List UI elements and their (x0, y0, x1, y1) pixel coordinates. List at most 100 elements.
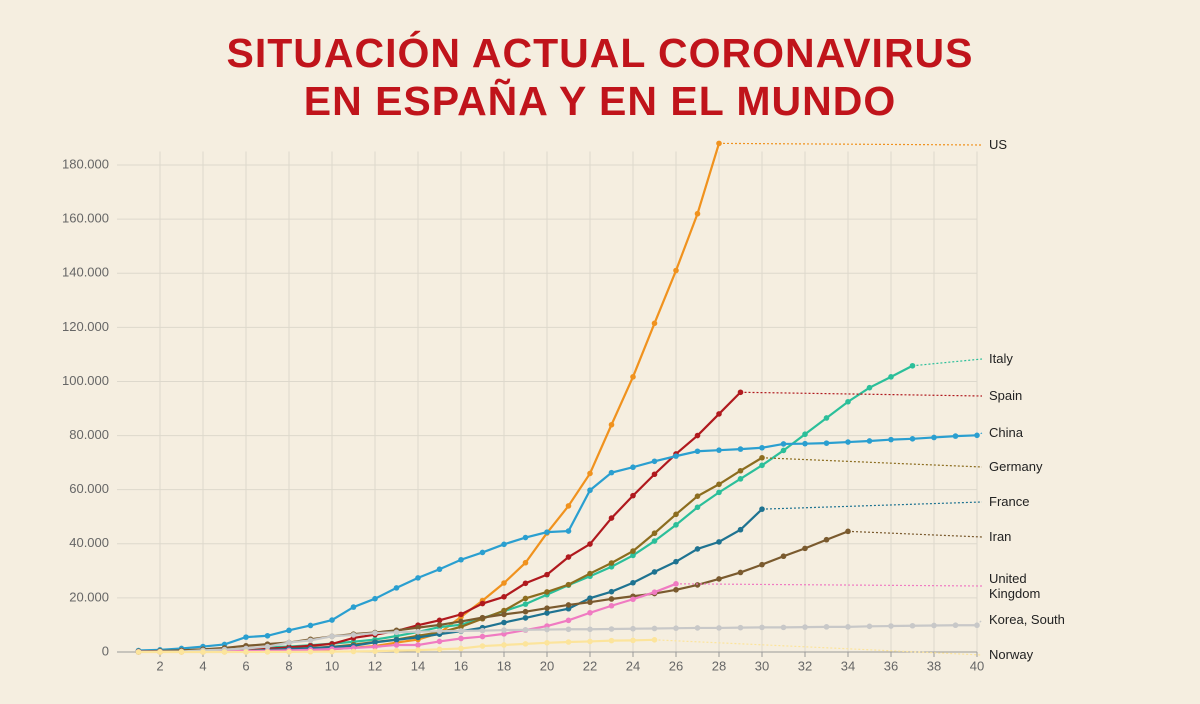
data-point (565, 639, 572, 645)
data-point (845, 439, 851, 445)
data-point (264, 649, 271, 655)
data-point (823, 440, 830, 446)
data-point (673, 453, 679, 459)
data-point (759, 444, 765, 451)
data-point (651, 471, 658, 478)
leader-line (761, 457, 983, 468)
leader-line (718, 142, 983, 146)
data-point (673, 586, 679, 593)
data-point (415, 642, 421, 648)
data-point (608, 469, 615, 476)
data-point (608, 588, 615, 595)
data-point (823, 536, 830, 543)
data-point (587, 541, 593, 547)
data-point (909, 436, 916, 442)
series-line (138, 364, 914, 653)
data-point (135, 649, 142, 655)
data-point (802, 545, 808, 552)
y-tick-label: 180.000 (62, 156, 109, 171)
data-point (802, 440, 808, 447)
series-line (138, 434, 978, 652)
x-tick-label: 28 (712, 658, 726, 673)
x-tick-label: 10 (325, 658, 339, 673)
y-tick-label: 160.000 (62, 211, 109, 226)
chart-title: SITUACIÓN ACTUAL CORONAVIRUS (226, 30, 973, 76)
data-point (544, 589, 550, 595)
data-point (200, 649, 206, 655)
data-point (673, 558, 679, 565)
data-point (845, 398, 851, 405)
data-point (458, 556, 464, 563)
y-tick-label: 20.000 (69, 589, 109, 604)
x-tick-label: 26 (669, 658, 683, 673)
data-point (630, 579, 636, 586)
data-point (716, 489, 722, 496)
data-point (565, 554, 572, 560)
data-point (565, 602, 572, 608)
data-point (350, 648, 357, 655)
data-point (522, 615, 529, 621)
x-tick-label: 30 (755, 658, 769, 673)
data-point (974, 432, 980, 439)
data-point (909, 362, 916, 369)
x-tick-label: 6 (242, 658, 249, 673)
data-point (544, 610, 550, 616)
data-point (501, 611, 507, 618)
chart-title: EN ESPAÑA Y EN EL MUNDO (304, 78, 897, 124)
data-point (372, 639, 378, 646)
data-point (608, 637, 615, 644)
data-point (565, 581, 572, 588)
data-point (587, 638, 593, 645)
data-point (737, 476, 744, 482)
x-tick-label: 32 (798, 658, 812, 673)
data-point (630, 552, 636, 559)
data-point (221, 649, 228, 655)
data-point (522, 595, 529, 602)
data-point (565, 528, 572, 534)
y-tick-label: 40.000 (69, 535, 109, 550)
data-point (501, 541, 507, 548)
leader-line (847, 530, 983, 538)
data-point (737, 467, 744, 474)
series-label: Iran (989, 529, 1012, 544)
data-point (393, 647, 400, 654)
data-point (157, 649, 163, 655)
data-point (544, 605, 550, 611)
data-point (673, 511, 679, 518)
series-line (138, 530, 849, 653)
y-tick-label: 120.000 (62, 319, 109, 334)
data-point (372, 630, 378, 636)
x-tick-label: 38 (927, 658, 941, 673)
x-tick-label: 14 (411, 658, 425, 673)
data-point (544, 529, 550, 535)
data-point (436, 628, 443, 634)
data-point (694, 504, 701, 511)
data-point (716, 625, 722, 631)
x-tick-label: 24 (626, 658, 640, 673)
data-point (587, 626, 593, 633)
data-point (436, 622, 443, 628)
data-point (264, 643, 271, 650)
leader-line (912, 358, 983, 367)
data-point (651, 538, 658, 544)
series-label: Norway (989, 647, 1034, 662)
data-point (909, 622, 916, 629)
data-point (780, 553, 787, 560)
data-point (737, 526, 744, 533)
data-point (780, 624, 787, 631)
data-point (178, 649, 185, 655)
series-label: Italy (989, 351, 1013, 366)
leader-line (675, 583, 983, 587)
data-point (479, 643, 486, 649)
data-point (436, 566, 443, 573)
data-point (630, 492, 636, 499)
x-tick-label: 4 (199, 658, 206, 673)
data-point (694, 448, 701, 455)
data-point (587, 570, 593, 577)
data-point (286, 639, 292, 646)
data-point (802, 431, 808, 438)
data-point (716, 576, 722, 582)
data-point (608, 515, 615, 521)
data-point (931, 434, 937, 441)
